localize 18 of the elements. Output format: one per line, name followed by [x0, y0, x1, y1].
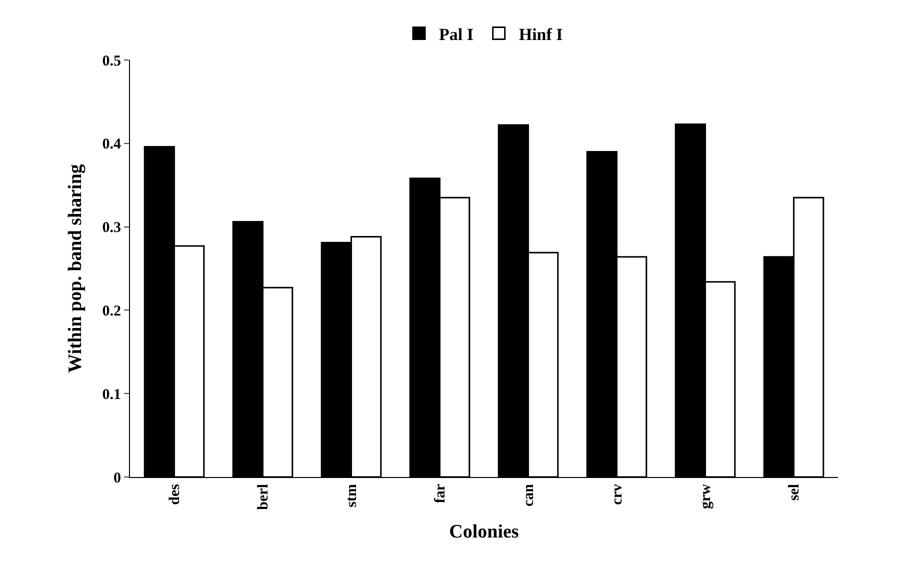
- y-tick-label: 0.3: [102, 220, 121, 236]
- legend-label: Pal I: [439, 24, 474, 44]
- y-tick-label: 0.1: [102, 386, 121, 403]
- x-tick-label: sel: [786, 484, 803, 501]
- y-tick-label: 0.2: [102, 303, 121, 320]
- x-tick-label: crv: [610, 484, 626, 505]
- y-axis-title: Within pop. band sharing: [65, 164, 86, 373]
- y-tick-label: 0.4: [102, 136, 122, 153]
- x-axis-title: Colonies: [449, 522, 519, 543]
- y-tick-label: 0: [114, 470, 121, 486]
- y-tick-label: 0.5: [102, 53, 121, 70]
- x-tick-label: stm: [344, 483, 360, 508]
- x-tick-label: far: [432, 484, 449, 504]
- x-tick-label: des: [167, 484, 184, 505]
- legend-label: Hinf I: [518, 24, 564, 44]
- x-tick-label: grw: [698, 484, 714, 509]
- x-tick-label: can: [521, 483, 538, 506]
- x-tick-label: berl: [256, 484, 272, 510]
